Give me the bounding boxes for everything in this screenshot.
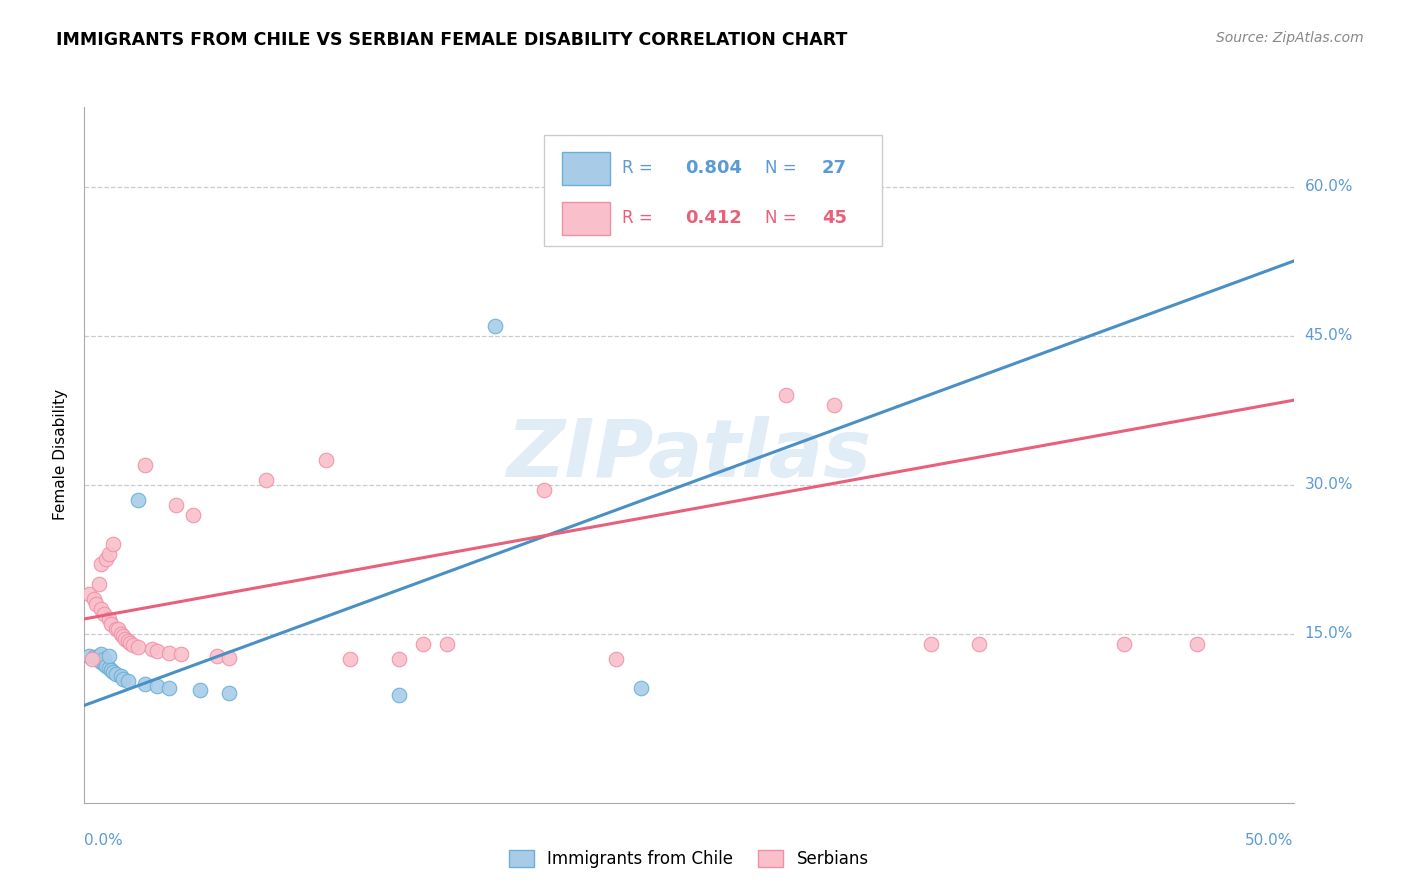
Point: [388, 651, 411, 665]
Bar: [562, 152, 610, 185]
Point: [218, 650, 240, 665]
Point: [90, 655, 112, 669]
Point: [775, 388, 797, 402]
Point: [134, 458, 156, 472]
Point: [77, 587, 100, 601]
Point: [77, 648, 100, 663]
Point: [86, 650, 108, 665]
Point: [104, 666, 127, 681]
Point: [134, 676, 156, 690]
Point: [100, 663, 122, 677]
Legend: Immigrants from Chile, Serbians: Immigrants from Chile, Serbians: [502, 843, 876, 874]
Text: R =: R =: [623, 210, 664, 227]
Text: 30.0%: 30.0%: [1305, 477, 1353, 492]
Text: IMMIGRANTS FROM CHILE VS SERBIAN FEMALE DISABILITY CORRELATION CHART: IMMIGRANTS FROM CHILE VS SERBIAN FEMALE …: [56, 31, 848, 49]
Point: [103, 537, 125, 551]
Point: [110, 668, 132, 682]
Point: [97, 648, 120, 663]
Point: [87, 648, 110, 663]
Point: [146, 644, 169, 658]
Point: [93, 657, 115, 671]
Text: Source: ZipAtlas.com: Source: ZipAtlas.com: [1216, 31, 1364, 45]
Point: [93, 651, 115, 665]
Point: [630, 681, 652, 696]
Point: [112, 672, 135, 686]
Point: [94, 552, 117, 566]
Bar: [562, 202, 610, 235]
Point: [678, 229, 700, 244]
Point: [121, 638, 143, 652]
Point: [1185, 637, 1208, 651]
Point: [207, 648, 229, 663]
Point: [127, 492, 149, 507]
Text: 60.0%: 60.0%: [1305, 179, 1353, 194]
Point: [120, 636, 142, 650]
Text: N =: N =: [765, 160, 801, 178]
Point: [165, 498, 187, 512]
Point: [94, 658, 117, 673]
Point: [117, 633, 139, 648]
Point: [83, 649, 105, 664]
Point: [484, 318, 506, 333]
Point: [100, 616, 122, 631]
Point: [110, 627, 132, 641]
Point: [90, 602, 112, 616]
Text: 45.0%: 45.0%: [1305, 328, 1353, 343]
Point: [436, 637, 458, 651]
Point: [90, 558, 112, 572]
Y-axis label: Female Disability: Female Disability: [53, 389, 69, 521]
Point: [823, 398, 845, 412]
Bar: [544, 135, 883, 246]
Point: [127, 640, 149, 654]
Point: [218, 686, 240, 700]
Point: [412, 637, 434, 651]
Text: 0.412: 0.412: [685, 210, 742, 227]
Point: [141, 641, 163, 656]
Point: [181, 508, 204, 522]
Text: R =: R =: [623, 160, 658, 178]
Point: [103, 665, 125, 679]
Point: [315, 453, 337, 467]
Point: [87, 577, 110, 591]
Point: [605, 651, 627, 665]
Point: [90, 647, 112, 661]
Point: [86, 597, 108, 611]
Text: 50.0%: 50.0%: [1246, 833, 1294, 848]
Point: [157, 681, 180, 696]
Text: N =: N =: [765, 210, 801, 227]
Text: 27: 27: [823, 160, 846, 178]
Point: [533, 483, 555, 497]
Point: [80, 651, 103, 665]
Point: [107, 622, 129, 636]
Text: ZIPatlas: ZIPatlas: [506, 416, 872, 494]
Point: [157, 646, 180, 660]
Point: [97, 612, 120, 626]
Point: [170, 647, 193, 661]
Point: [83, 592, 105, 607]
Point: [104, 622, 127, 636]
Point: [146, 679, 169, 693]
Point: [190, 683, 212, 698]
Point: [93, 607, 115, 621]
Point: [87, 653, 110, 667]
Point: [967, 637, 990, 651]
Point: [388, 689, 411, 703]
Text: 0.0%: 0.0%: [84, 833, 124, 848]
Point: [339, 651, 361, 665]
Point: [117, 673, 139, 688]
Point: [1114, 637, 1136, 651]
Text: 45: 45: [823, 210, 846, 227]
Point: [97, 547, 120, 561]
Point: [97, 660, 120, 674]
Text: 15.0%: 15.0%: [1305, 626, 1353, 641]
Text: 0.804: 0.804: [685, 160, 742, 178]
Point: [254, 473, 277, 487]
Point: [920, 637, 942, 651]
Point: [114, 632, 136, 646]
Point: [112, 629, 135, 643]
